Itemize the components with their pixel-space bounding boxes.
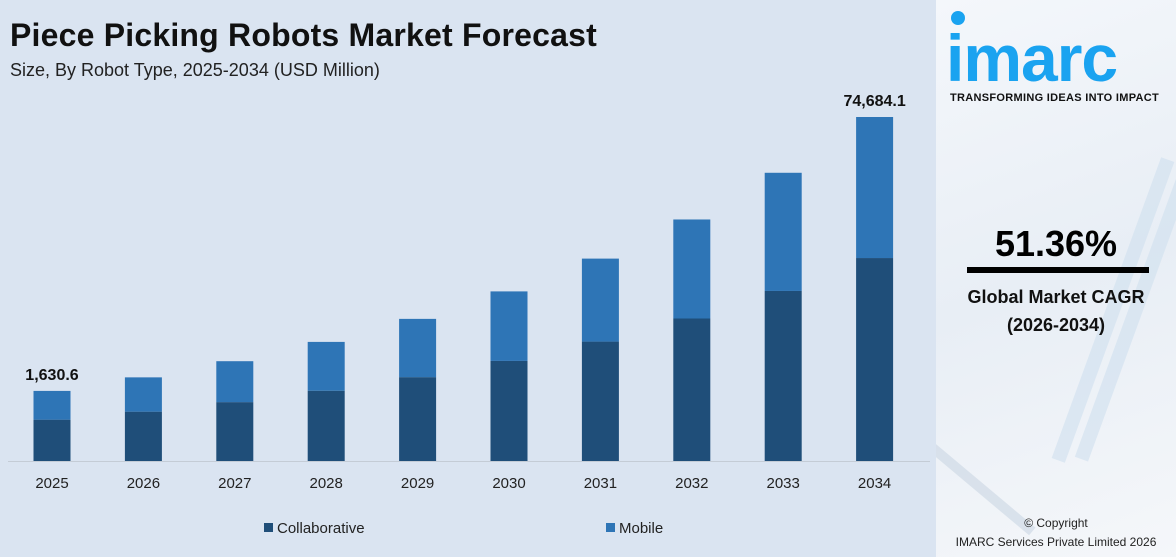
logo-dot — [951, 11, 965, 25]
x-tick-label: 2025 — [35, 475, 68, 492]
x-tick-label: 2030 — [492, 475, 525, 492]
imarc-logo: imarc — [946, 21, 1118, 95]
legend-label-mobile: Mobile — [619, 520, 663, 537]
bar-mobile-2030 — [490, 291, 528, 361]
x-tick-label: 2034 — [858, 475, 891, 492]
legend-swatch-collaborative — [264, 523, 273, 532]
bar-collaborative-2031 — [581, 341, 619, 461]
bar-mobile-2025 — [33, 390, 71, 420]
legend-swatch-mobile — [606, 523, 615, 532]
bar-mobile-2034 — [856, 117, 894, 259]
bar-mobile-2031 — [581, 258, 619, 342]
chart-panel: Piece Picking Robots Market Forecast Siz… — [8, 17, 930, 537]
bar-collaborative-2030 — [490, 360, 528, 461]
data-label: 1,630.6 — [25, 367, 78, 384]
bar-collaborative-2034 — [856, 258, 894, 461]
stacked-bar-chart: 2025 1,630.6 2026 2027 2028 2029 2030 2031 2032 2… — [8, 93, 930, 537]
divider — [967, 267, 1149, 273]
x-tick-label: 2026 — [127, 475, 160, 492]
info-sidebar: imarc TRANSFORMING IDEAS INTO IMPACT 51.… — [936, 0, 1176, 557]
bar-collaborative-2026 — [124, 411, 162, 461]
chart-title: Piece Picking Robots Market Forecast — [10, 17, 597, 53]
bar-collaborative-2029 — [399, 377, 437, 461]
x-tick-label: 2029 — [401, 475, 434, 492]
bar-collaborative-2027 — [216, 402, 254, 461]
bar-mobile-2027 — [216, 361, 254, 403]
x-tick-label: 2033 — [767, 475, 800, 492]
bar-mobile-2029 — [399, 318, 437, 378]
data-label: 74,684.1 — [843, 93, 905, 110]
cagr-label-text: Global Market CAGR — [967, 287, 1145, 307]
bar-mobile-2032 — [673, 219, 711, 319]
x-tick-label: 2027 — [218, 475, 251, 492]
x-tick-label: 2028 — [310, 475, 343, 492]
bar-mobile-2033 — [764, 172, 802, 291]
cagr-label: Global Market CAGR (2026-2034) — [936, 283, 1176, 339]
x-tick-label: 2031 — [584, 475, 617, 492]
copyright-line2: IMARC Services Private Limited 2026 — [955, 535, 1157, 549]
bar-collaborative-2032 — [673, 318, 711, 461]
bar-collaborative-2033 — [764, 290, 802, 461]
chart-subtitle: Size, By Robot Type, 2025-2034 (USD Mill… — [10, 60, 380, 80]
bar-mobile-2028 — [307, 341, 345, 391]
legend-label-collaborative: Collaborative — [277, 520, 365, 537]
cagr-period: (2026-2034) — [1006, 315, 1106, 335]
bar-mobile-2026 — [124, 377, 162, 412]
copyright: © Copyright IMARC Services Private Limit… — [936, 514, 1176, 552]
cagr-value: 51.36% — [994, 223, 1118, 264]
x-tick-label: 2032 — [675, 475, 708, 492]
bar-collaborative-2028 — [307, 390, 345, 461]
copyright-line1: © Copyright — [1024, 516, 1088, 530]
logo-tagline: TRANSFORMING IDEAS INTO IMPACT — [950, 92, 1160, 104]
bar-collaborative-2025 — [33, 419, 71, 461]
